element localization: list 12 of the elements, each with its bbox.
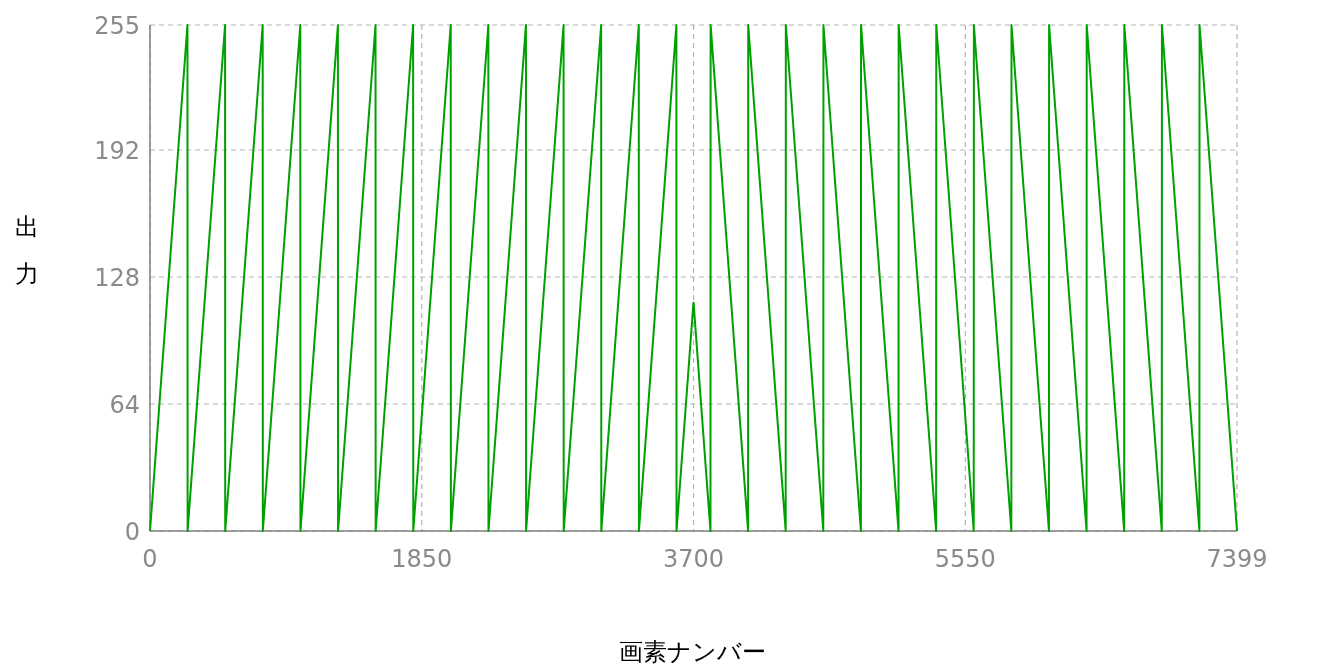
y-tick-label: 128 xyxy=(94,264,140,293)
x-tick-label: 1850 xyxy=(391,545,453,573)
x-tick-label: 7399 xyxy=(1206,545,1268,573)
x-tick-label: 5550 xyxy=(934,545,996,573)
y-axis-title: 出力 xyxy=(15,213,39,288)
x-axis-title: 画素ナンバー xyxy=(619,638,766,665)
y-tick-label: 64 xyxy=(109,391,140,419)
y-tick-label: 255 xyxy=(94,12,140,40)
x-tick-label: 3700 xyxy=(663,545,725,573)
x-tick-label: 0 xyxy=(142,545,158,573)
y-tick-label: 192 xyxy=(94,137,140,166)
y-tick-label: 0 xyxy=(124,518,140,546)
